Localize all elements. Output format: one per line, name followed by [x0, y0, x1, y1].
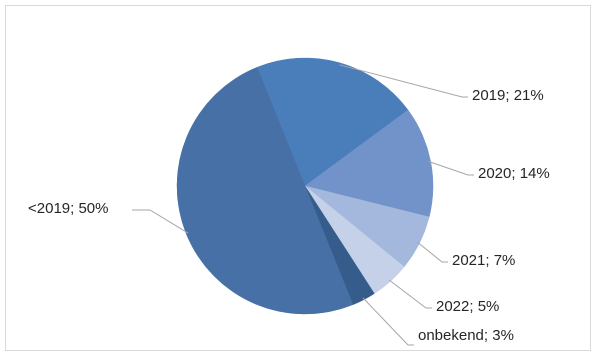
leader-line-before-2019 — [132, 209, 189, 234]
pie-slice-2020 — [304, 109, 434, 218]
data-label-before-2019: <2019; 50% — [28, 200, 109, 217]
pie-slice-2019 — [256, 57, 409, 187]
data-labels: 2019; 21% 2020; 14% 2021; 7% 2022; 5% on… — [28, 87, 550, 344]
data-label-2020: 2020; 14% — [478, 165, 550, 182]
leader-line-2020 — [428, 161, 474, 176]
leader-lines — [132, 64, 474, 346]
data-label-onbekend: onbekend; 3% — [418, 327, 514, 344]
leader-line-2022 — [388, 279, 432, 309]
pie-slice-before-2019 — [176, 66, 354, 315]
data-label-2021: 2021; 7% — [452, 252, 515, 269]
pie-slices — [176, 57, 434, 315]
leader-line-2019 — [339, 64, 468, 98]
data-label-2022: 2022; 5% — [436, 298, 499, 315]
data-label-2019: 2019; 21% — [472, 87, 544, 104]
leader-line-2021 — [417, 242, 448, 263]
leader-line-onbekend — [362, 297, 414, 346]
